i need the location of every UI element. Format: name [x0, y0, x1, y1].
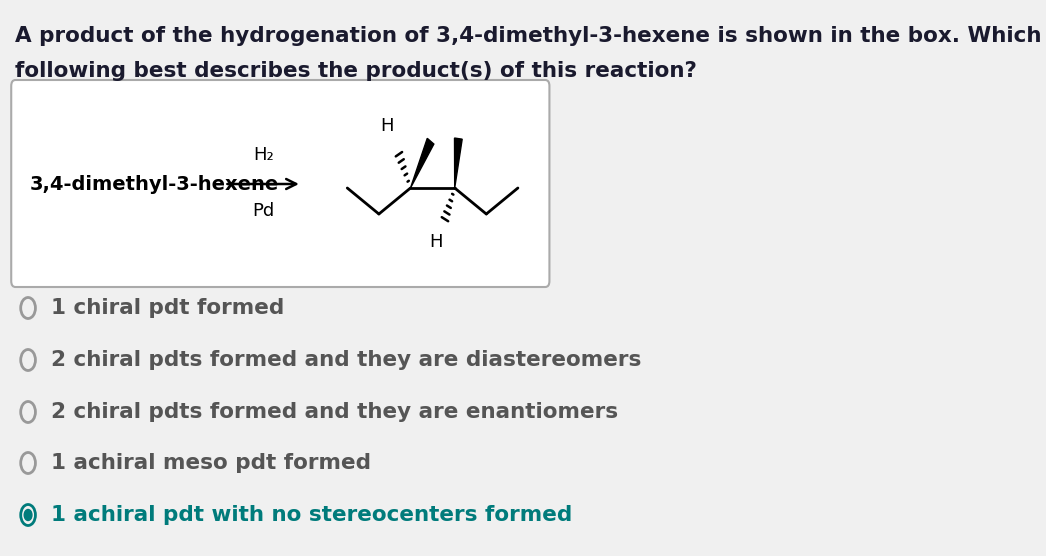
Circle shape — [24, 509, 32, 520]
Text: H: H — [429, 234, 442, 251]
Text: 2 chiral pdts formed and they are enantiomers: 2 chiral pdts formed and they are enanti… — [50, 402, 617, 422]
Polygon shape — [455, 138, 462, 188]
Text: 2 chiral pdts formed and they are diastereomers: 2 chiral pdts formed and they are diaste… — [50, 350, 641, 370]
FancyBboxPatch shape — [12, 80, 549, 287]
Text: 1 achiral meso pdt formed: 1 achiral meso pdt formed — [50, 453, 370, 473]
Text: following best describes the product(s) of this reaction?: following best describes the product(s) … — [16, 61, 698, 81]
Text: 3,4-dimethyl-3-hexene: 3,4-dimethyl-3-hexene — [29, 175, 278, 193]
Text: A product of the hydrogenation of 3,4-dimethyl-3-hexene is shown in the box. Whi: A product of the hydrogenation of 3,4-di… — [16, 26, 1046, 46]
Text: Pd: Pd — [252, 202, 274, 220]
Text: H: H — [380, 117, 393, 136]
Polygon shape — [410, 138, 434, 188]
Text: 1 chiral pdt formed: 1 chiral pdt formed — [50, 298, 283, 318]
Text: 1 achiral pdt with no stereocenters formed: 1 achiral pdt with no stereocenters form… — [50, 505, 572, 525]
Text: H₂: H₂ — [253, 146, 273, 164]
